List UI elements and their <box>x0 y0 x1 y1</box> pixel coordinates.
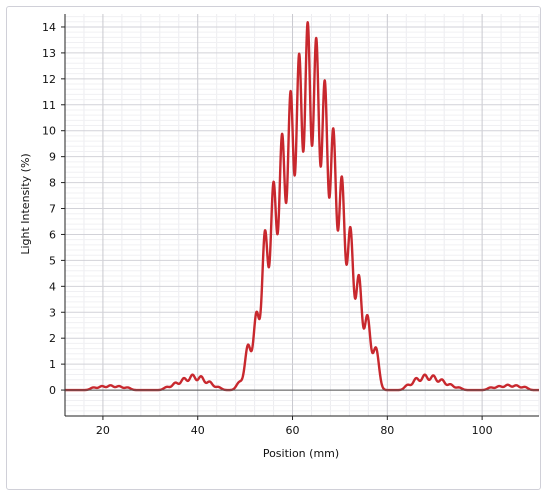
y-tick-label: 1 <box>49 358 56 371</box>
x-tick-labels: 20 40 60 80 100 <box>96 416 493 437</box>
y-tick-label: 9 <box>49 151 56 164</box>
y-tick-label: 6 <box>49 228 56 241</box>
y-tick-label: 7 <box>49 203 56 216</box>
major-grid <box>65 14 539 417</box>
y-tick-label: 13 <box>42 47 56 60</box>
y-tick-label: 5 <box>49 254 56 267</box>
x-tick-label: 80 <box>380 424 394 437</box>
series-line-0 <box>64 21 540 392</box>
x-axis-title: Position (mm) <box>263 447 339 460</box>
y-tick-label: 12 <box>42 73 56 86</box>
series-layer <box>64 21 540 392</box>
y-tick-label: 3 <box>49 306 56 319</box>
y-tick-label: 2 <box>49 332 56 345</box>
y-tick-label: 14 <box>42 21 56 34</box>
axes-layer <box>64 14 539 417</box>
x-tick-label: 100 <box>472 424 493 437</box>
minor-grid <box>64 14 540 416</box>
x-tick-label: 40 <box>191 424 205 437</box>
y-tick-label: 11 <box>42 99 56 112</box>
y-tick-label: 10 <box>42 125 56 138</box>
y-tick-label: 4 <box>49 280 56 293</box>
y-tick-label: 0 <box>49 384 56 397</box>
x-tick-label: 20 <box>96 424 110 437</box>
x-tick-label: 60 <box>286 424 300 437</box>
y-tick-label: 8 <box>49 177 56 190</box>
y-axis-title: Light Intensity (%) <box>19 153 32 254</box>
